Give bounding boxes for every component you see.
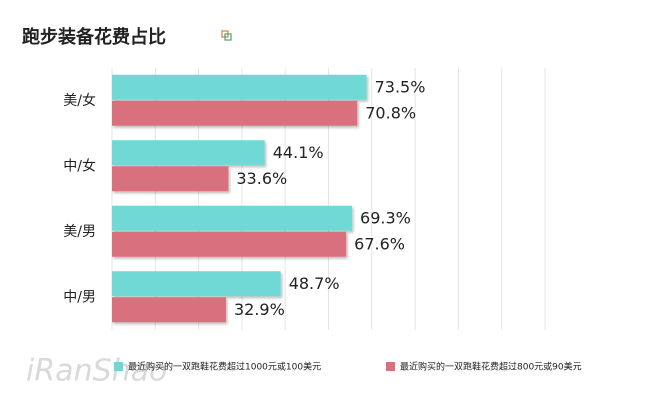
- y-tick-label: 美/女: [63, 92, 96, 109]
- bar: [112, 166, 229, 192]
- legend-label: 最近购买的一双跑鞋花费超过1000元或100美元: [128, 361, 321, 373]
- data-label: 67.6%: [354, 234, 405, 253]
- y-tick-label: 美/男: [63, 224, 96, 240]
- bar: [112, 140, 265, 166]
- bar: [112, 297, 226, 323]
- data-label: 69.3%: [360, 208, 411, 227]
- data-label: 73.5%: [375, 77, 426, 96]
- legend-label: 最近购买的一双跑鞋花费超过800元或90美元: [400, 361, 582, 373]
- bar: [112, 205, 353, 231]
- bar: [112, 100, 358, 126]
- legend-swatch: [114, 362, 123, 371]
- bar: [112, 74, 367, 100]
- bar: [112, 271, 281, 297]
- title-icon: [221, 30, 232, 41]
- data-label: 33.6%: [236, 169, 287, 188]
- y-tick-label: 中/男: [63, 289, 96, 305]
- data-label: 32.9%: [234, 300, 285, 319]
- chart-title: 跑步装备花费占比: [22, 26, 166, 48]
- data-label: 48.7%: [289, 274, 340, 293]
- y-tick-label: 中/女: [63, 157, 96, 174]
- data-label: 44.1%: [273, 143, 324, 162]
- legend-swatch: [386, 362, 395, 371]
- watermark: iRanShao: [26, 354, 167, 389]
- data-label: 70.8%: [365, 103, 416, 122]
- bar: [112, 231, 347, 257]
